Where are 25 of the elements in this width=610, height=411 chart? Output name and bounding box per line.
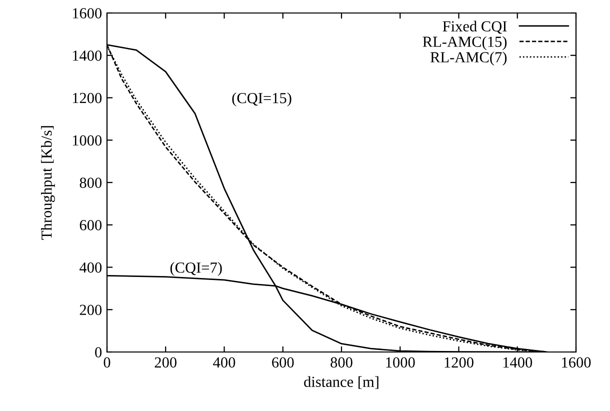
annotation: (CQI=7) (170, 262, 222, 276)
y-tick-label: 0 (95, 347, 102, 358)
x-tick-label: 0 (104, 357, 110, 368)
legend-label: RL-AMC(7) (430, 52, 507, 66)
x-tick-label: 1400 (503, 357, 532, 368)
y-tick-label: 1400 (72, 50, 102, 61)
x-tick-label: 200 (154, 357, 176, 368)
x-tick-label: 1600 (562, 357, 591, 368)
legend-label: Fixed CQI (442, 20, 507, 34)
y-tick-label: 800 (80, 178, 102, 188)
x-tick-label: 1000 (386, 357, 415, 368)
y-tick-label: 1200 (72, 92, 102, 104)
annotation: (CQI=15) (232, 92, 292, 106)
x-tick-label: 400 (213, 357, 236, 368)
y-tick-label: 200 (80, 304, 102, 316)
y-tick-label: 400 (80, 262, 102, 273)
y-axis-title: Throughput [Kb/s] (41, 126, 55, 240)
y-tick-label: 1600 (72, 8, 102, 18)
legend-label: RL-AMC(15) (422, 36, 507, 50)
y-tick-label: 1000 (72, 135, 102, 146)
x-axis-title: distance [m] (304, 376, 378, 389)
x-tick-label: 1200 (444, 357, 474, 368)
x-tick-label: 800 (330, 357, 352, 368)
y-tick-label: 600 (80, 220, 102, 230)
x-tick-label: 600 (272, 357, 294, 368)
